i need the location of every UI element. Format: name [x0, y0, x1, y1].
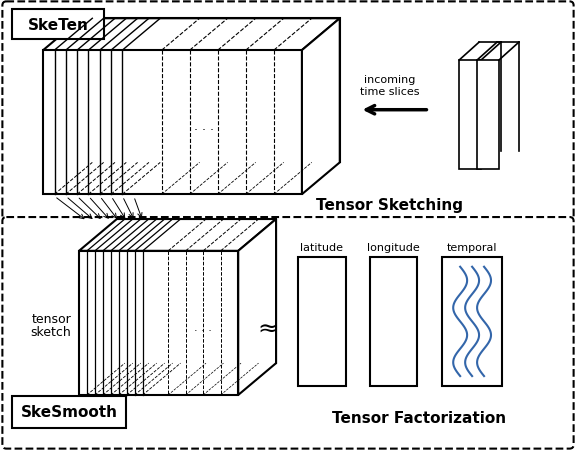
FancyBboxPatch shape — [2, 2, 574, 221]
Text: latitude: latitude — [300, 242, 343, 252]
Text: SkeSmooth: SkeSmooth — [21, 405, 118, 419]
Text: SkeTen: SkeTen — [28, 18, 89, 32]
Bar — [298, 257, 346, 386]
Text: temporal: temporal — [447, 242, 497, 252]
FancyBboxPatch shape — [2, 217, 574, 449]
Bar — [370, 257, 418, 386]
Polygon shape — [477, 61, 499, 170]
Polygon shape — [459, 61, 481, 170]
Text: ≈: ≈ — [257, 317, 279, 341]
FancyBboxPatch shape — [12, 396, 126, 428]
Text: Tensor Factorization: Tensor Factorization — [332, 410, 506, 425]
Polygon shape — [81, 19, 340, 163]
Text: tensor: tensor — [31, 312, 71, 325]
Text: sketch: sketch — [31, 325, 71, 338]
Text: · · ·: · · · — [194, 325, 212, 336]
FancyBboxPatch shape — [12, 10, 104, 40]
Polygon shape — [117, 220, 276, 364]
Polygon shape — [43, 51, 302, 195]
Text: longitude: longitude — [367, 242, 420, 252]
Polygon shape — [43, 19, 340, 51]
Text: Tensor Sketching: Tensor Sketching — [316, 197, 463, 212]
Polygon shape — [238, 220, 276, 395]
Text: · · ·: · · · — [194, 124, 214, 137]
Text: incoming
time slices: incoming time slices — [360, 75, 419, 97]
Polygon shape — [79, 251, 238, 395]
Polygon shape — [79, 220, 276, 251]
Polygon shape — [302, 19, 340, 195]
Bar — [442, 257, 502, 386]
